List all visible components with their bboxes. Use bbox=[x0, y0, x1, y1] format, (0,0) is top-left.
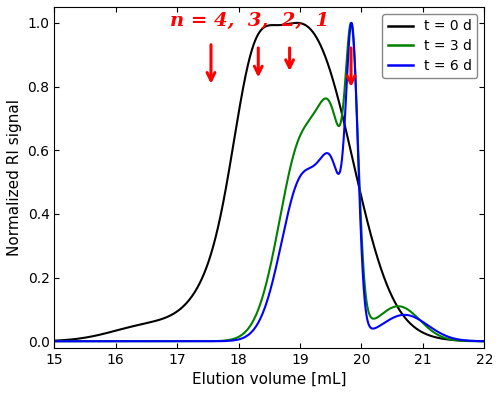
t = 3 d bbox=[245, 327, 251, 331]
t = 3 d bbox=[52, 339, 58, 344]
t = 6 d bbox=[245, 333, 251, 338]
t = 0 d bbox=[386, 288, 392, 292]
t = 3 d bbox=[248, 322, 254, 326]
t = 6 d bbox=[248, 330, 254, 335]
t = 0 d bbox=[294, 20, 300, 25]
Legend: t = 0 d, t = 3 d, t = 6 d: t = 0 d, t = 3 d, t = 6 d bbox=[382, 14, 478, 78]
t = 0 d bbox=[245, 63, 251, 67]
t = 6 d bbox=[386, 318, 392, 322]
t = 6 d bbox=[270, 277, 276, 281]
t = 3 d bbox=[386, 307, 392, 312]
t = 0 d bbox=[52, 338, 58, 343]
t = 6 d bbox=[52, 339, 58, 344]
t = 3 d bbox=[475, 339, 481, 344]
X-axis label: Elution volume [mL]: Elution volume [mL] bbox=[192, 372, 346, 387]
t = 6 d bbox=[475, 339, 481, 344]
t = 3 d bbox=[348, 20, 354, 25]
t = 3 d bbox=[270, 250, 276, 255]
Line: t = 0 d: t = 0 d bbox=[54, 23, 500, 341]
t = 0 d bbox=[475, 339, 481, 344]
t = 6 d bbox=[498, 339, 500, 344]
Y-axis label: Normalized RI signal: Normalized RI signal bbox=[7, 99, 22, 256]
Text: n = 4,  3,  2,  1: n = 4, 3, 2, 1 bbox=[170, 12, 330, 30]
Line: t = 3 d: t = 3 d bbox=[54, 23, 500, 341]
t = 6 d bbox=[348, 20, 354, 25]
t = 0 d bbox=[270, 23, 276, 28]
Line: t = 6 d: t = 6 d bbox=[54, 23, 500, 341]
t = 0 d bbox=[248, 48, 254, 53]
t = 3 d bbox=[498, 339, 500, 344]
t = 0 d bbox=[498, 339, 500, 344]
